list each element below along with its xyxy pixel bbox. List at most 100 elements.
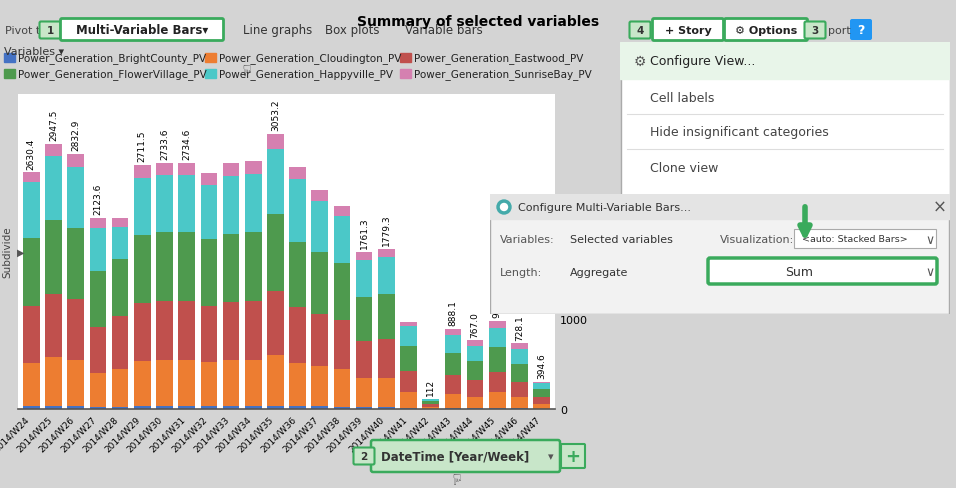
Bar <box>445 329 461 335</box>
Bar <box>290 242 306 308</box>
Bar <box>90 407 106 409</box>
Bar <box>334 369 350 407</box>
Bar <box>23 364 39 407</box>
FancyBboxPatch shape <box>629 22 650 40</box>
Bar <box>223 407 239 409</box>
Bar <box>445 335 461 353</box>
Bar <box>401 346 417 371</box>
Bar <box>401 322 417 326</box>
FancyBboxPatch shape <box>39 22 60 40</box>
Text: Power_Generation_Eastwood_PV: Power_Generation_Eastwood_PV <box>414 53 583 64</box>
Bar <box>156 163 173 176</box>
Bar <box>201 186 217 240</box>
Bar <box>223 361 239 407</box>
Bar <box>511 364 528 382</box>
Text: Line graphs: Line graphs <box>243 24 313 37</box>
Bar <box>467 408 484 409</box>
Bar <box>489 321 506 328</box>
FancyBboxPatch shape <box>620 43 949 204</box>
Bar <box>90 228 106 271</box>
Bar <box>245 407 262 409</box>
FancyBboxPatch shape <box>371 440 560 472</box>
Bar <box>356 252 373 260</box>
Text: 3: 3 <box>812 26 818 36</box>
Bar <box>134 304 151 362</box>
FancyBboxPatch shape <box>490 196 949 314</box>
Bar <box>45 156 62 220</box>
Bar <box>201 363 217 407</box>
Bar <box>312 407 328 409</box>
Text: Configure View...: Configure View... <box>650 55 755 68</box>
Bar <box>245 232 262 302</box>
Bar <box>112 369 128 407</box>
Text: Variables:: Variables: <box>500 235 554 244</box>
Bar <box>4 70 15 79</box>
Bar <box>179 302 195 361</box>
Bar <box>356 341 373 379</box>
Bar <box>423 401 439 404</box>
Bar <box>179 407 195 409</box>
Bar <box>511 408 528 409</box>
Text: Configure Multi-Variable Bars...: Configure Multi-Variable Bars... <box>518 203 691 213</box>
Bar <box>134 179 151 235</box>
Text: ⚙: ⚙ <box>634 55 646 69</box>
Text: Variables ▾: Variables ▾ <box>4 47 64 57</box>
Text: 767.0: 767.0 <box>470 311 480 337</box>
Bar <box>23 306 39 364</box>
FancyBboxPatch shape <box>653 20 724 41</box>
Bar <box>90 271 106 327</box>
Text: Variable bars: Variable bars <box>405 24 483 37</box>
Text: Cell labels: Cell labels <box>650 91 714 104</box>
Bar <box>223 163 239 177</box>
Bar <box>179 361 195 407</box>
Text: 3053.2: 3053.2 <box>271 100 280 131</box>
Text: Selected variables: Selected variables <box>570 235 673 244</box>
Bar <box>489 372 506 392</box>
Bar <box>290 364 306 407</box>
Bar <box>156 407 173 409</box>
Bar <box>134 235 151 304</box>
Bar <box>267 135 284 150</box>
Bar <box>245 302 262 361</box>
Bar <box>489 328 506 347</box>
Bar <box>334 206 350 217</box>
FancyBboxPatch shape <box>60 20 224 41</box>
Bar <box>223 302 239 361</box>
Bar <box>378 294 395 339</box>
Bar <box>312 191 328 202</box>
Bar <box>45 144 62 156</box>
Bar <box>378 378 395 407</box>
Bar <box>134 362 151 407</box>
Bar <box>134 165 151 179</box>
Text: 2123.6: 2123.6 <box>94 183 102 215</box>
Bar <box>378 407 395 409</box>
Bar <box>378 339 395 378</box>
FancyBboxPatch shape <box>561 444 585 468</box>
Text: Power_Generation_FlowerVillage_PV: Power_Generation_FlowerVillage_PV <box>18 69 206 80</box>
Bar <box>267 150 284 215</box>
Bar <box>201 306 217 363</box>
Bar <box>23 239 39 306</box>
Bar <box>290 308 306 364</box>
Bar <box>490 195 950 220</box>
Bar <box>400 54 410 63</box>
Bar <box>201 174 217 186</box>
Bar <box>45 220 62 295</box>
Bar <box>533 389 550 397</box>
Bar <box>467 341 484 346</box>
Bar <box>511 382 528 397</box>
Bar <box>356 379 373 407</box>
FancyBboxPatch shape <box>708 259 937 285</box>
Text: 2630.4: 2630.4 <box>27 138 35 169</box>
Bar <box>445 408 461 409</box>
Text: Power_Generation_SunriseBay_PV: Power_Generation_SunriseBay_PV <box>414 69 591 80</box>
Text: ☝: ☝ <box>450 468 460 483</box>
Bar <box>245 361 262 407</box>
Text: port: port <box>828 25 851 36</box>
Text: ☝: ☝ <box>240 60 250 75</box>
Bar <box>23 407 39 409</box>
Bar <box>156 302 173 361</box>
Text: 2734.6: 2734.6 <box>183 129 191 160</box>
Bar <box>179 163 195 176</box>
Text: 888.1: 888.1 <box>448 300 457 325</box>
